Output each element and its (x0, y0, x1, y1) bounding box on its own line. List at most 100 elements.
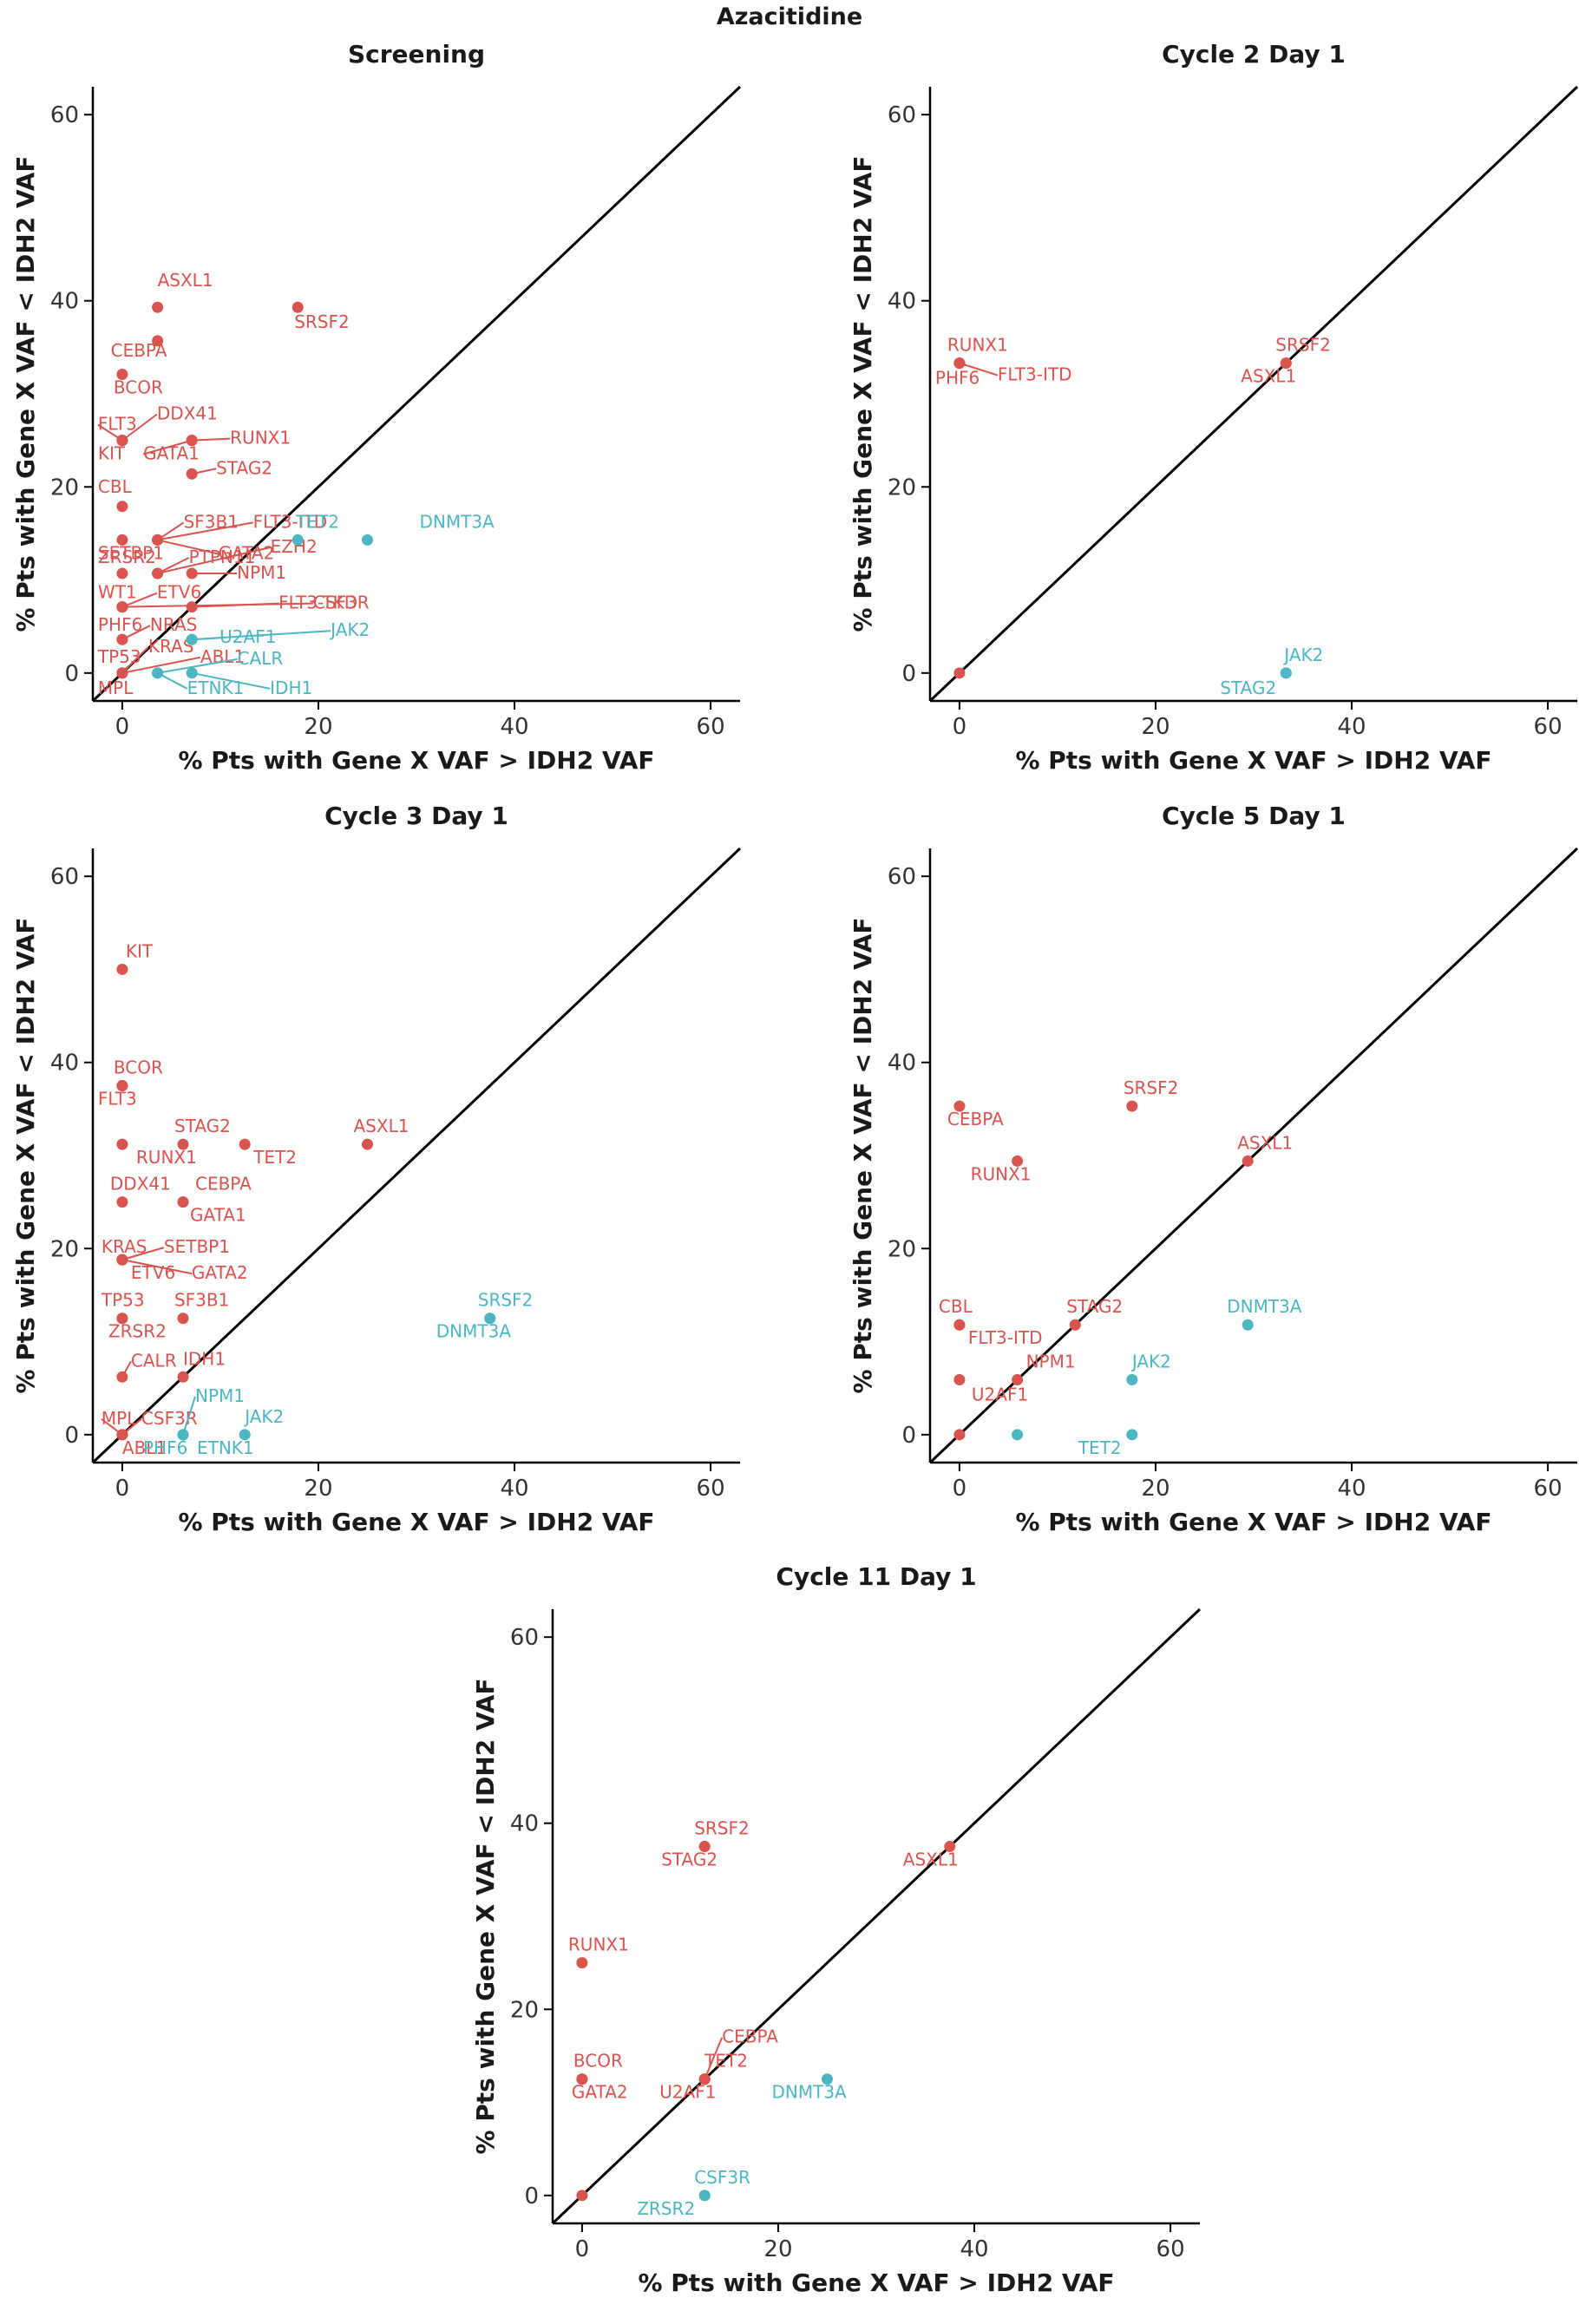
data-point (1126, 1100, 1138, 1112)
data-point (698, 2073, 711, 2085)
point-label: TP53 (101, 1290, 145, 1311)
point-label: ETV6 (157, 582, 201, 603)
y-tick-label: 20 (510, 1997, 539, 2023)
x-tick-label: 60 (1156, 2236, 1185, 2262)
point-label: NPM1 (237, 562, 286, 583)
point-label: DNMT3A (1227, 1296, 1302, 1317)
point-label: WT1 (98, 582, 137, 603)
data-point (1126, 1374, 1138, 1386)
label-leader-line (121, 413, 158, 442)
label-leader-line (157, 547, 271, 575)
point-label: MPL (102, 1408, 137, 1429)
point-label: JAK2 (243, 1406, 284, 1427)
y-tick-label: 0 (524, 2183, 539, 2209)
x-tick-label: 20 (304, 714, 332, 740)
x-axis-title: % Pts with Gene X VAF > IDH2 VAF (1015, 1508, 1491, 1536)
data-point (953, 1100, 966, 1112)
y-axis-title: % Pts with Gene X VAF < IDH2 VAF (848, 155, 877, 632)
data-point (177, 1371, 189, 1383)
x-tick-label: 20 (304, 1476, 332, 1502)
point-label: STAG2 (661, 1849, 717, 1870)
label-leader-line (157, 671, 188, 690)
scatter-panel: Cycle 3 Day 1 0 20 40 60 0 20 40 60 % Pts with Ge… (11, 802, 742, 1536)
point-label: SRSF2 (1275, 335, 1331, 356)
x-axis-title: % Pts with Gene X VAF > IDH2 VAF (178, 1508, 654, 1536)
point-label: ZRSR2 (98, 547, 156, 567)
panel-title: Cycle 3 Day 1 (324, 802, 508, 830)
point-label: CALR (131, 1350, 177, 1371)
data-point (576, 2073, 588, 2085)
point-label: GATA1 (190, 1205, 246, 1226)
point-label: FLT3-ITD (968, 1327, 1043, 1348)
identity-line (91, 85, 742, 703)
data-point (698, 1841, 711, 1853)
data-point (944, 1841, 956, 1853)
x-tick-label: 40 (1337, 1476, 1366, 1502)
x-tick-label: 40 (500, 714, 528, 740)
x-tick-label: 40 (500, 1476, 528, 1502)
x-axis-title: % Pts with Gene X VAF > IDH2 VAF (1015, 746, 1491, 775)
label-leader-line (959, 362, 999, 376)
point-label: SF3B1 (184, 511, 239, 532)
data-point (1242, 1155, 1254, 1167)
identity-line (928, 847, 1579, 1464)
y-tick-label: 40 (888, 289, 916, 315)
y-tick-label: 60 (888, 102, 916, 128)
data-point (177, 1313, 189, 1325)
panel-title: Screening (348, 40, 485, 69)
y-tick-label: 0 (901, 1423, 916, 1449)
panel-title: Cycle 2 Day 1 (1162, 40, 1346, 69)
point-label: TET2 (295, 511, 339, 532)
point-label: ETNK1 (187, 678, 245, 698)
data-point (821, 2073, 833, 2085)
y-tick-label: 0 (901, 661, 916, 687)
point-label: RUNX1 (947, 335, 1008, 356)
y-tick-label: 20 (50, 1236, 79, 1262)
data-point (152, 301, 164, 313)
x-tick-label: 0 (575, 2236, 590, 2262)
data-point (576, 1957, 588, 1969)
point-label: IDH1 (270, 678, 312, 698)
point-label: DDX41 (110, 1174, 171, 1195)
y-tick-label: 0 (64, 1423, 79, 1449)
point-label: STAG2 (1220, 678, 1276, 698)
point-label: CEBPA (947, 1109, 1004, 1129)
label-leader-line (182, 1396, 196, 1436)
point-label: CALR (238, 648, 284, 669)
point-label: U2AF1 (972, 1385, 1028, 1405)
label-leader-line (192, 437, 231, 442)
point-label: KRAS (102, 1236, 147, 1257)
x-tick-label: 60 (1534, 1476, 1563, 1502)
point-label: U2AF1 (659, 2082, 716, 2103)
point-label: GATA2 (192, 1262, 248, 1283)
data-point (116, 1429, 128, 1441)
y-tick-label: 20 (888, 475, 916, 501)
point-label: RUNX1 (568, 1934, 629, 1955)
x-tick-label: 20 (763, 2236, 792, 2262)
data-point (239, 1429, 251, 1441)
point-label: BCOR (114, 376, 163, 397)
x-tick-label: 20 (1141, 714, 1170, 740)
y-tick-label: 40 (50, 1051, 79, 1077)
y-axis-title: % Pts with Gene X VAF < IDH2 VAF (11, 917, 40, 1393)
data-point (1069, 1319, 1081, 1331)
data-point (1012, 1429, 1024, 1441)
point-label: ASXL1 (1241, 366, 1296, 387)
data-point (1242, 1319, 1254, 1331)
y-axis-title: % Pts with Gene X VAF < IDH2 VAF (11, 155, 40, 632)
data-point (361, 1138, 373, 1150)
point-label: TET2 (704, 2051, 748, 2072)
x-tick-label: 20 (1141, 1476, 1170, 1502)
point-label: STAG2 (174, 1116, 231, 1136)
data-point (152, 335, 164, 347)
panel-title: Cycle 11 Day 1 (776, 1562, 976, 1591)
x-tick-label: 40 (960, 2236, 988, 2262)
point-label: NRAS (150, 614, 197, 635)
point-label: ETNK1 (197, 1437, 254, 1458)
point-label: CSF3R (694, 2167, 750, 2188)
point-label: BCOR (573, 2051, 623, 2072)
point-label: JAK2 (1130, 1352, 1171, 1372)
point-label: CSF3R (313, 592, 370, 613)
identity-line (928, 85, 1579, 703)
